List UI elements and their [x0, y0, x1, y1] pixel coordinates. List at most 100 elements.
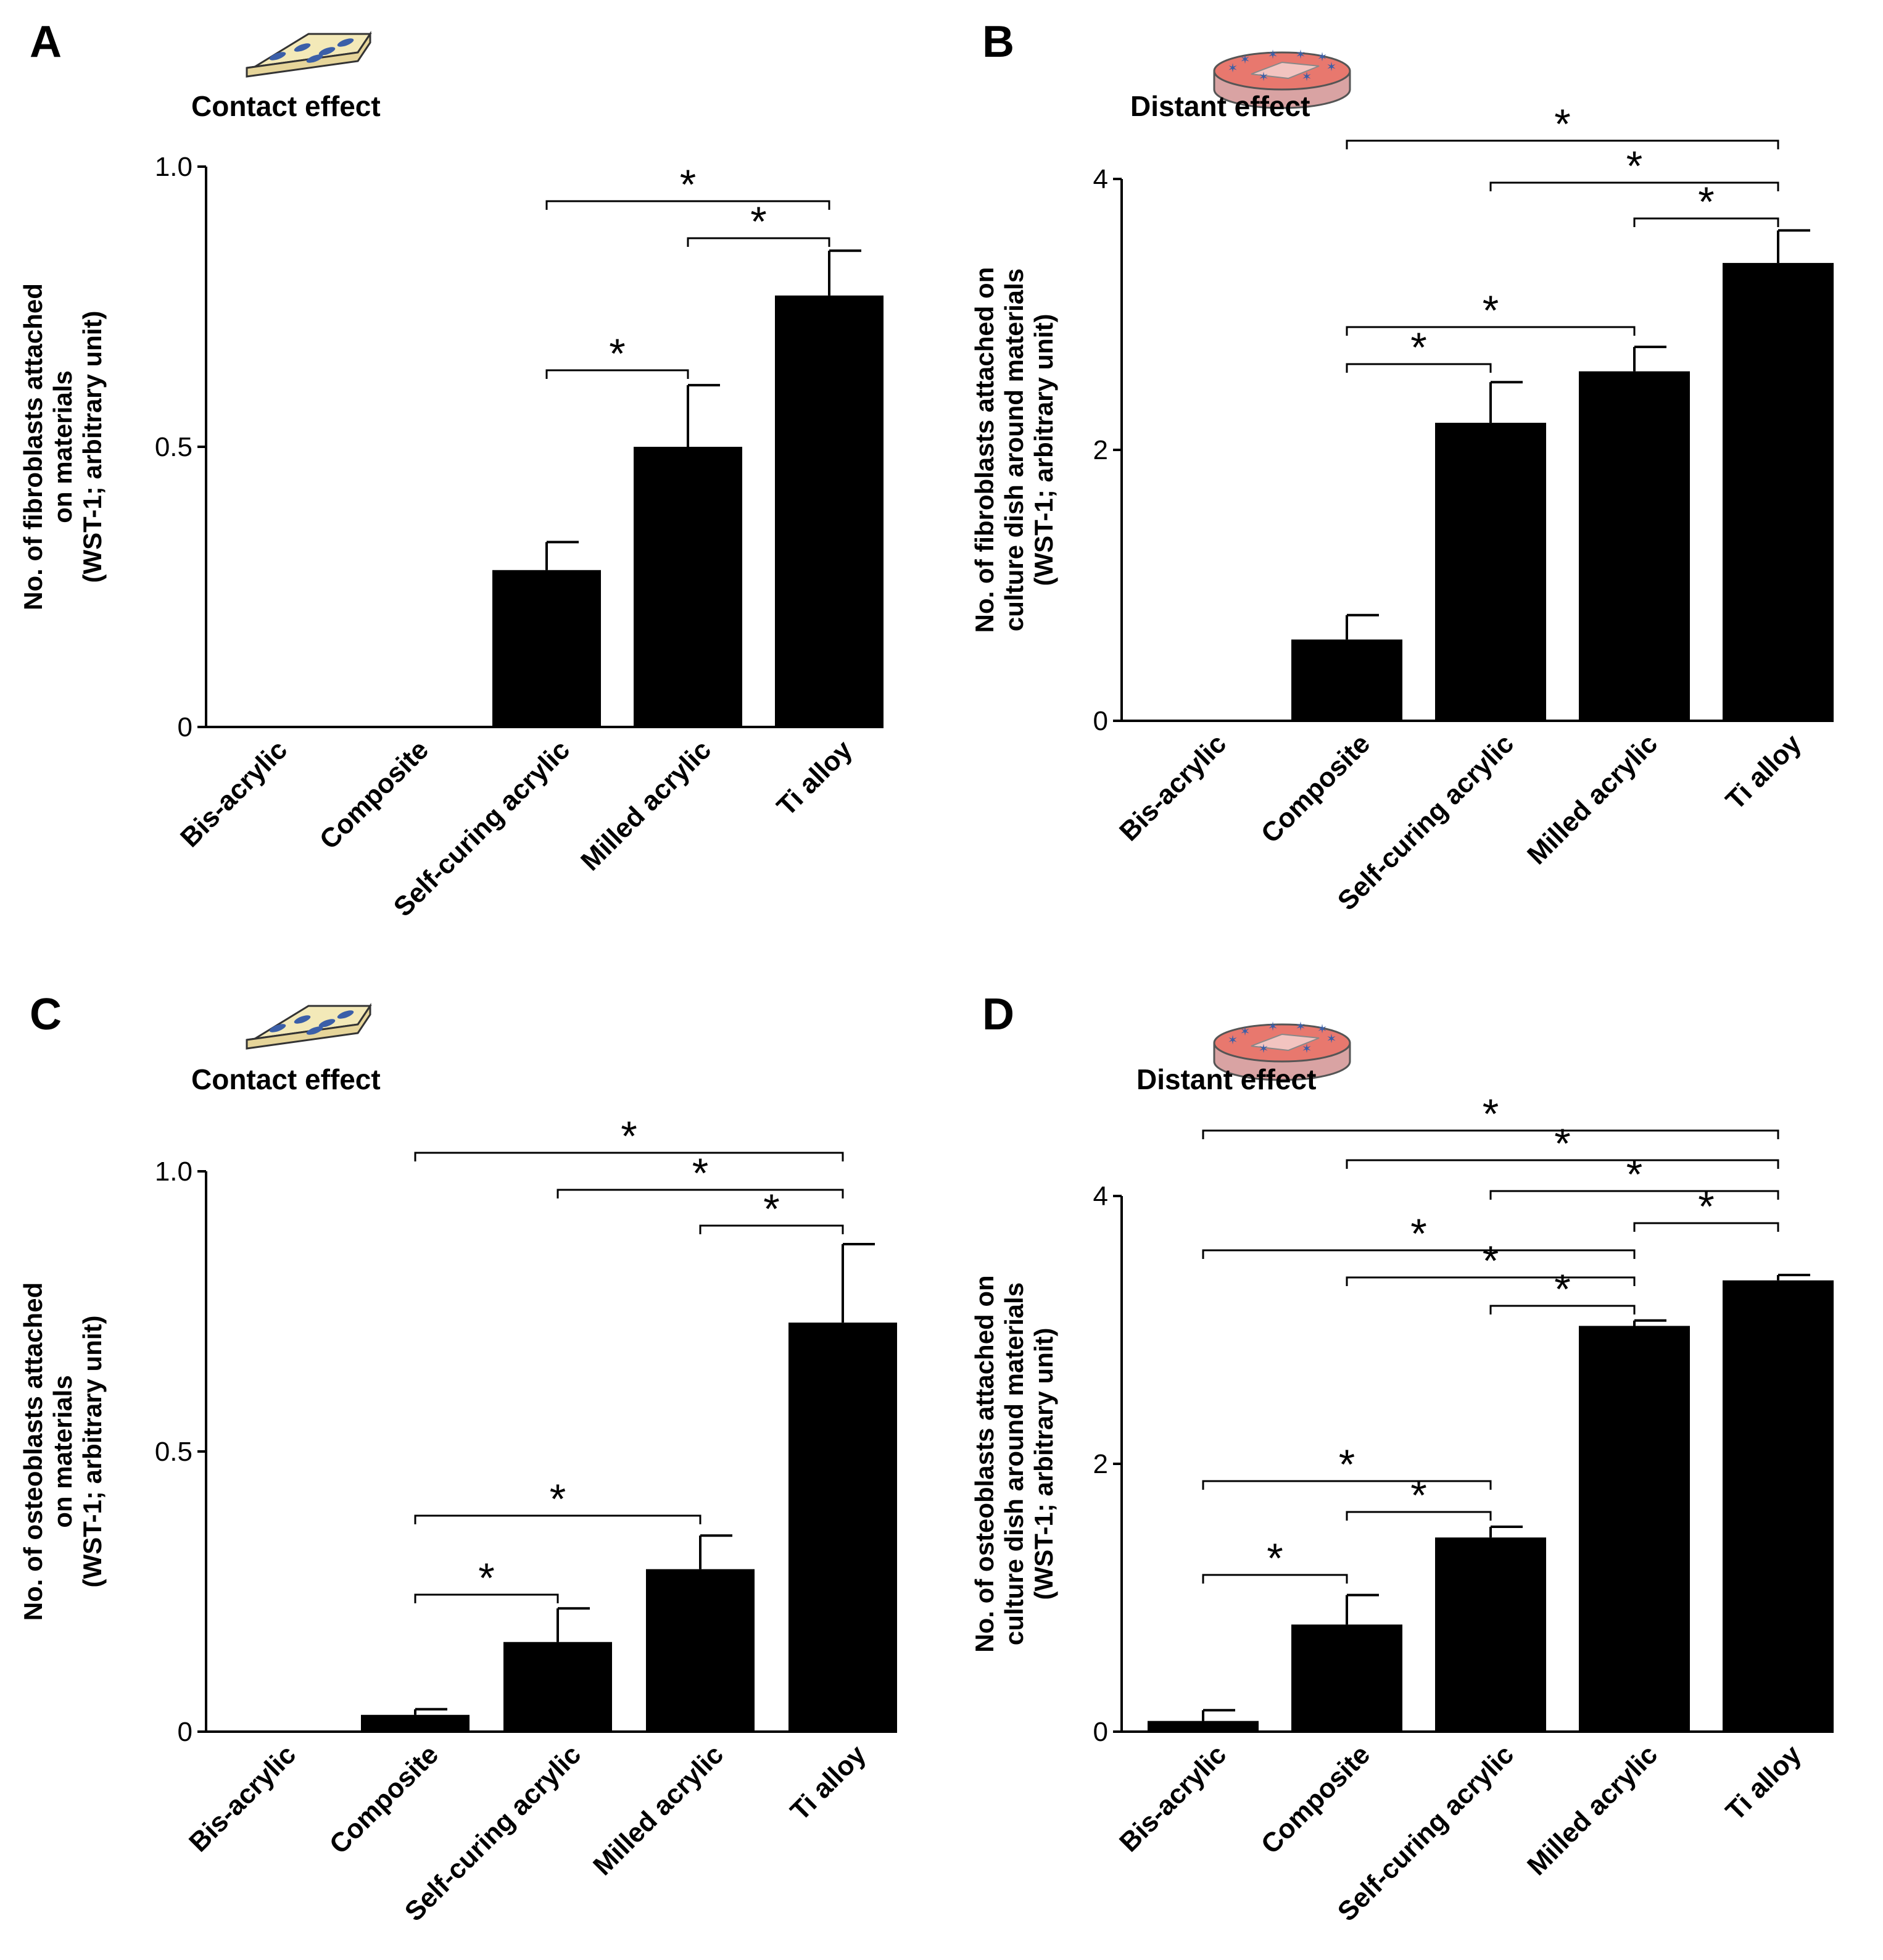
- significance-star: *: [1410, 324, 1426, 371]
- significance-bracket: [1202, 1480, 1492, 1490]
- material-plate-icon: [246, 31, 372, 78]
- y-tick-label: 4: [1093, 1181, 1108, 1211]
- significance-bracket: [1202, 1574, 1348, 1584]
- y-tick-label: 4: [1093, 164, 1108, 194]
- y-axis-title: No. of fibroblasts attached onculture di…: [970, 267, 1058, 633]
- bar: [1291, 639, 1402, 721]
- y-axis-title-line: (WST-1; arbitrary unit): [78, 310, 107, 583]
- panel-letter: A: [30, 17, 62, 67]
- y-axis-title-line: (WST-1; arbitrary unit): [1029, 314, 1058, 586]
- bar: [1291, 1624, 1402, 1732]
- y-tick-label: 0: [178, 1717, 192, 1747]
- y-tick-label: 2: [1093, 435, 1108, 465]
- dish-material: [1251, 61, 1320, 80]
- bar: [1435, 423, 1546, 721]
- cell-mark: ✶: [1326, 59, 1337, 74]
- y-axis-title-line: culture dish around materials: [999, 1282, 1028, 1645]
- significance-bracket: [1346, 363, 1492, 373]
- significance-star: *: [1554, 101, 1570, 147]
- category-label: Composite: [1256, 728, 1376, 849]
- cell-mark: ✶: [1302, 69, 1312, 84]
- category-label: Ti alloy: [771, 734, 859, 822]
- y-axis-title-line: (WST-1; arbitrary unit): [1029, 1327, 1058, 1600]
- y-axis-title-line: No. of fibroblasts attached on: [970, 267, 999, 633]
- significance-bracket: [1489, 181, 1779, 191]
- cell-mark: [318, 47, 336, 56]
- category-label: Bis-acrylic: [1114, 1739, 1232, 1858]
- bar: [503, 1642, 612, 1732]
- dish-material: [1251, 1033, 1320, 1052]
- panel-c: C Contact effect No. of osteoblasts attach…: [19, 990, 897, 1927]
- y-axis-title-line: No. of osteoblasts attached: [19, 1282, 48, 1621]
- significance-bracket: [699, 1224, 844, 1234]
- cell-mark: ✶: [1240, 52, 1251, 67]
- significance-star: *: [609, 330, 625, 377]
- bar: [492, 570, 601, 727]
- cell-mark: [337, 1010, 354, 1019]
- significance-bracket: [1489, 1305, 1636, 1314]
- y-axis-title-line: No. of osteoblasts attached on: [970, 1275, 999, 1652]
- significance-bracket: [1202, 1249, 1636, 1259]
- category-label: Milled acrylic: [1521, 1739, 1663, 1881]
- bar: [1579, 371, 1690, 721]
- significance-bracket: [1346, 1511, 1492, 1521]
- y-tick-label: 0: [1093, 1717, 1108, 1747]
- significance-bracket: [414, 1593, 559, 1603]
- significance-star: *: [1698, 1183, 1714, 1230]
- bar: [1435, 1537, 1546, 1732]
- cell-mark: ✶: [1268, 47, 1278, 62]
- significance-star: *: [1339, 1441, 1355, 1488]
- significance-bracket: [1346, 326, 1636, 336]
- category-label: Composite: [314, 734, 434, 855]
- significance-bracket: [1489, 1190, 1779, 1200]
- significance-star: *: [1483, 1237, 1499, 1284]
- y-axis-title-line: No. of fibroblasts attached: [19, 283, 48, 610]
- significance-star: *: [1554, 1266, 1570, 1313]
- category-label: Bis-acrylic: [183, 1739, 302, 1858]
- significance-star: *: [478, 1555, 494, 1601]
- y-tick-label: 0.5: [155, 1437, 192, 1467]
- significance-star: *: [1554, 1120, 1570, 1167]
- cell-mark: ✶: [1317, 1021, 1328, 1036]
- category-label: Ti alloy: [1720, 728, 1808, 816]
- category-label: Composite: [324, 1739, 444, 1859]
- cell-mark: ✶: [1259, 1041, 1269, 1056]
- y-axis-title-line: (WST-1; arbitrary unit): [78, 1315, 107, 1587]
- y-axis-title-line: on materials: [48, 370, 77, 523]
- y-axis-title: No. of osteoblasts attachedon materials(…: [19, 1282, 107, 1621]
- y-tick-label: 1.0: [155, 152, 192, 182]
- significance-bracket: [1633, 217, 1779, 227]
- category-label: Milled acrylic: [587, 1739, 729, 1881]
- bar: [1579, 1326, 1690, 1732]
- category-label: Milled acrylic: [1521, 728, 1663, 870]
- significance-star: *: [550, 1476, 566, 1522]
- y-axis-title-line: on materials: [48, 1375, 77, 1527]
- y-tick-label: 2: [1093, 1449, 1108, 1479]
- category-label: Bis-acrylic: [1114, 728, 1232, 847]
- category-label: Bis-acrylic: [175, 734, 293, 853]
- material-plate-icon: [246, 1003, 372, 1050]
- significance-bracket: [687, 237, 830, 247]
- cell-mark: ✶: [1240, 1024, 1251, 1039]
- y-axis-title: No. of osteoblasts attached onculture di…: [970, 1275, 1058, 1652]
- significance-star: *: [1483, 287, 1499, 334]
- cell-mark: [269, 1024, 286, 1032]
- y-tick-label: 1.0: [155, 1156, 192, 1187]
- bar: [634, 447, 742, 727]
- significance-bracket: [414, 1514, 701, 1524]
- culture-dish-icon: ✶✶✶ ✶✶✶✶✶: [1213, 47, 1351, 109]
- panel-letter: C: [30, 990, 62, 1039]
- cell-mark: ✶: [1228, 1032, 1238, 1047]
- bar: [1148, 1721, 1259, 1732]
- panel-subtitle: Distant effect: [1130, 90, 1310, 122]
- panel-subtitle: Contact effect: [191, 90, 381, 122]
- category-label: Ti alloy: [1720, 1739, 1808, 1827]
- significance-star: *: [1267, 1535, 1283, 1582]
- significance-star: *: [1410, 1472, 1426, 1519]
- bar: [646, 1569, 755, 1732]
- panel-subtitle: Distant effect: [1136, 1063, 1316, 1095]
- cell-mark: [306, 54, 323, 63]
- significance-bracket: [545, 369, 689, 379]
